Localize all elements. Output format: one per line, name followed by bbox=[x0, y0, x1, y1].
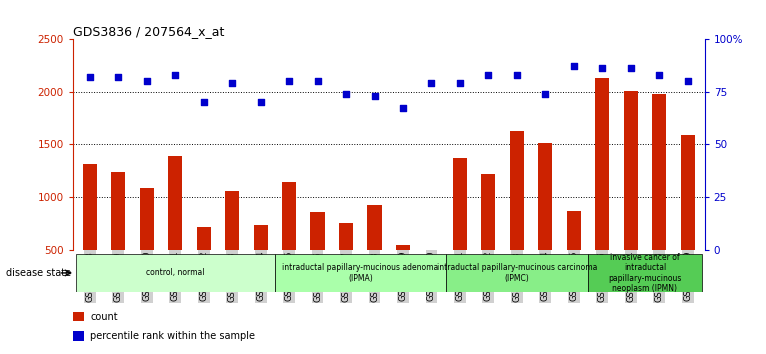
Bar bbox=[197, 228, 211, 302]
Text: control, normal: control, normal bbox=[146, 268, 205, 278]
Point bbox=[83, 74, 96, 80]
Bar bbox=[83, 164, 97, 302]
Point bbox=[511, 72, 523, 78]
Bar bbox=[588, 254, 702, 292]
Bar bbox=[396, 245, 410, 302]
Bar bbox=[139, 188, 154, 302]
Bar bbox=[567, 211, 581, 302]
Point bbox=[483, 72, 495, 78]
Bar bbox=[254, 225, 268, 302]
Bar bbox=[509, 131, 524, 302]
Bar bbox=[446, 254, 588, 292]
Bar bbox=[76, 254, 275, 292]
Text: percentile rank within the sample: percentile rank within the sample bbox=[90, 331, 256, 341]
Text: invasive cancer of
intraductal
papillary-mucinous
neoplasm (IPMN): invasive cancer of intraductal papillary… bbox=[608, 253, 682, 293]
Point bbox=[539, 91, 552, 97]
Point bbox=[653, 72, 666, 78]
Point bbox=[254, 99, 267, 105]
Bar bbox=[73, 331, 84, 341]
Point bbox=[368, 93, 381, 99]
Bar bbox=[339, 223, 353, 302]
Bar bbox=[282, 182, 296, 302]
Point bbox=[624, 65, 637, 71]
Point bbox=[397, 105, 409, 111]
Bar bbox=[168, 156, 182, 302]
Bar bbox=[275, 254, 446, 292]
Text: count: count bbox=[90, 312, 118, 322]
Bar bbox=[424, 289, 439, 302]
Bar bbox=[225, 190, 239, 302]
Point bbox=[312, 78, 324, 84]
Bar bbox=[111, 172, 126, 302]
Point bbox=[141, 78, 153, 84]
Point bbox=[169, 72, 182, 78]
Text: intraductal papillary-mucinous carcinoma
(IPMC): intraductal papillary-mucinous carcinoma… bbox=[437, 263, 597, 282]
Point bbox=[112, 74, 124, 80]
Bar bbox=[73, 312, 84, 321]
Point bbox=[568, 63, 580, 69]
Point bbox=[425, 80, 437, 86]
Text: GDS3836 / 207564_x_at: GDS3836 / 207564_x_at bbox=[73, 25, 224, 38]
Point bbox=[198, 99, 210, 105]
Text: intraductal papillary-mucinous adenoma
(IPMA): intraductal papillary-mucinous adenoma (… bbox=[282, 263, 438, 282]
Bar bbox=[453, 158, 467, 302]
Bar bbox=[538, 143, 552, 302]
Bar bbox=[595, 78, 610, 302]
Text: disease state: disease state bbox=[6, 268, 71, 278]
Point bbox=[596, 65, 608, 71]
Bar bbox=[652, 94, 666, 302]
Point bbox=[226, 80, 238, 86]
Bar bbox=[624, 91, 638, 302]
Point bbox=[283, 78, 295, 84]
Bar bbox=[680, 135, 695, 302]
Bar bbox=[368, 205, 381, 302]
Point bbox=[453, 80, 466, 86]
Point bbox=[340, 91, 352, 97]
Bar bbox=[481, 174, 496, 302]
Point bbox=[682, 78, 694, 84]
Bar bbox=[310, 212, 325, 302]
